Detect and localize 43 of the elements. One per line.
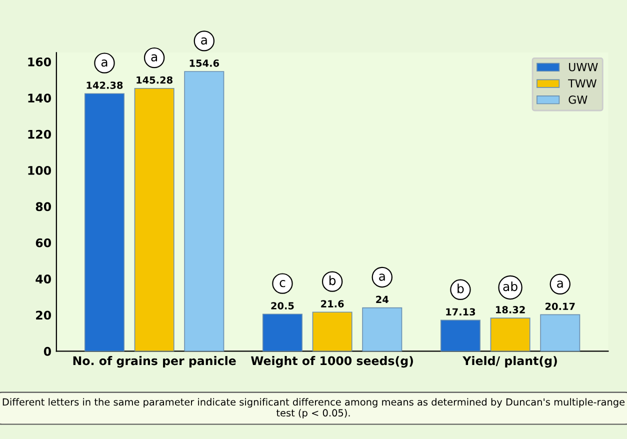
data-label: 20.5 <box>271 302 294 310</box>
data-label: 21.6 <box>321 300 344 308</box>
y-tick-label: 0 <box>44 346 52 356</box>
x-tick-label: Yield/ plant(g) <box>462 356 557 368</box>
y-tick-label: 160 <box>28 57 52 66</box>
bar <box>262 314 302 352</box>
bar <box>84 93 124 352</box>
x-tick-label: Weight of 1000 seeds(g) <box>250 356 413 368</box>
y-tick-label: 120 <box>28 130 52 139</box>
annotation: a <box>101 60 108 67</box>
legend-label: UWW <box>569 63 598 72</box>
data-label: 154.6 <box>190 59 220 67</box>
bar <box>440 320 480 352</box>
bar <box>362 307 402 352</box>
annotation: b <box>458 284 464 294</box>
bar <box>490 318 530 352</box>
legend-label: TWW <box>568 79 596 88</box>
y-tick-label: 80 <box>36 202 52 212</box>
y-tick-label: 60 <box>36 238 52 248</box>
y-tick-label: 100 <box>28 166 52 175</box>
annotation: c <box>280 280 286 288</box>
data-label: 18.32 <box>496 306 525 314</box>
data-label: 20.17 <box>546 302 575 310</box>
text: Different letters in the same parameter indicate significant difference among means as determined by Duncan's multiple-range test (p < 0.05). <box>2 398 625 418</box>
text: a <box>201 37 207 45</box>
y-tick-label: 40 <box>36 274 52 284</box>
data-label: 17.13 <box>446 308 476 316</box>
legend-label: GW <box>568 95 588 104</box>
bar <box>184 71 224 352</box>
x-tick-label: No. of grains per panicle <box>73 356 236 368</box>
annotation: b <box>329 276 336 286</box>
y-tick-label: 140 <box>28 94 52 103</box>
annotation: a <box>151 54 158 62</box>
data-label: 24 <box>376 296 388 303</box>
annotation: a <box>379 274 385 281</box>
annotation: ab <box>503 281 518 292</box>
bar <box>312 312 352 352</box>
y-tick-label: 20 <box>36 310 52 320</box>
annotation: a <box>557 280 563 288</box>
data-label: 142.38 <box>86 82 123 89</box>
bar <box>134 88 174 352</box>
bar <box>540 314 580 352</box>
data-label: 145.28 <box>136 76 172 84</box>
